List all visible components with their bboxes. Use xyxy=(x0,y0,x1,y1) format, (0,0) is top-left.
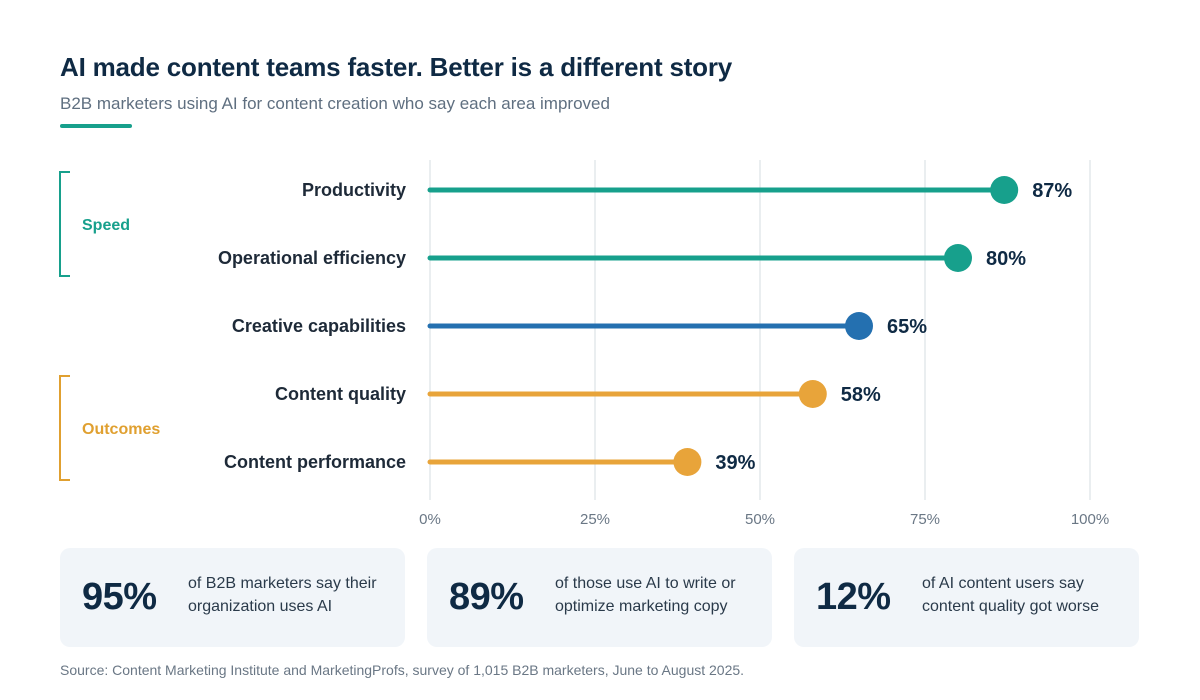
stat-description: of AI content users say content quality … xyxy=(922,575,1099,615)
lollipop-dot xyxy=(798,380,827,408)
category-label: Creative capabilities xyxy=(232,316,406,336)
lollipop-dot xyxy=(673,448,702,476)
value-label: 87% xyxy=(1032,180,1072,202)
group-outcomes-label: Outcomes xyxy=(82,421,160,438)
category-label: Productivity xyxy=(302,180,406,200)
category-label: Content quality xyxy=(275,384,406,404)
chart-subtitle: B2B marketers using AI for content creat… xyxy=(60,94,610,113)
value-label: 65% xyxy=(887,316,927,338)
value-label: 39% xyxy=(715,452,755,474)
lollipop-chart: 0% 25% 50% 75% 100% Productivity 87% Operationa… xyxy=(59,160,1109,528)
stat-description: of those use AI to write or optimize mar… xyxy=(555,575,736,615)
source-note: Source: Content Marketing Institute and … xyxy=(60,662,745,678)
x-tick-label: 25% xyxy=(580,511,610,528)
lollipop-dot xyxy=(990,176,1019,204)
stat-value: 95% xyxy=(82,576,157,618)
title-accent-rule xyxy=(60,124,132,128)
stat-card-quality-worse: 12% of AI content users say content qual… xyxy=(794,548,1139,647)
category-label: Content performance xyxy=(224,452,406,472)
value-label: 58% xyxy=(841,384,881,406)
x-tick-label: 75% xyxy=(910,511,940,528)
lollipop-dot xyxy=(944,244,972,272)
value-label: 80% xyxy=(986,248,1026,270)
lollipop-dot xyxy=(845,312,873,340)
stat-value: 12% xyxy=(816,576,891,618)
x-tick-label: 50% xyxy=(745,511,775,528)
chart-title: AI made content teams faster. Better is … xyxy=(60,52,733,82)
group-outcomes-bracket xyxy=(59,375,70,481)
group-speed-bracket xyxy=(59,171,70,277)
stat-card-org-ai-use: 95% of B2B marketers say their organizat… xyxy=(60,548,405,647)
group-speed-label: Speed xyxy=(82,217,130,234)
x-tick-label: 0% xyxy=(419,511,441,528)
stat-description: of B2B marketers say their organization … xyxy=(188,575,377,615)
stat-value: 89% xyxy=(449,576,524,618)
category-label: Operational efficiency xyxy=(218,248,406,268)
x-tick-label: 100% xyxy=(1071,511,1109,528)
stat-card-copywriting: 89% of those use AI to write or optimize… xyxy=(427,548,772,647)
